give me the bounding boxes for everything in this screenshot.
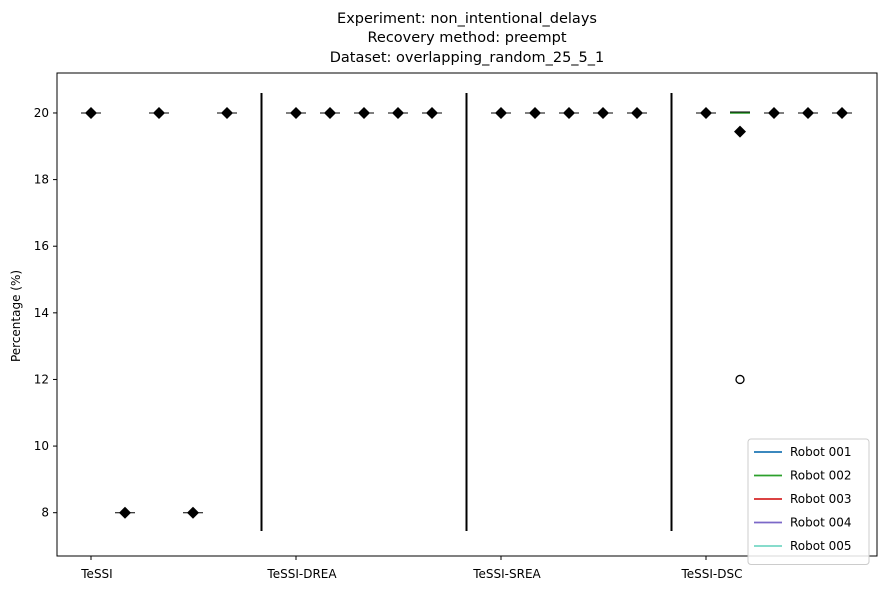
mean-marker xyxy=(290,106,302,119)
mean-marker xyxy=(495,106,507,119)
y-tick-label: 14 xyxy=(34,306,49,320)
mean-marker xyxy=(426,106,438,119)
mean-marker xyxy=(392,106,404,119)
mean-marker xyxy=(734,125,746,138)
outlier-point xyxy=(735,374,745,385)
legend-label: Robot 001 xyxy=(790,445,852,459)
mean-marker xyxy=(836,106,848,119)
mean-marker xyxy=(221,106,233,119)
x-tick-label: TeSSI-DREA xyxy=(266,567,337,581)
mean-marker xyxy=(563,106,575,119)
y-tick-label: 16 xyxy=(34,239,49,253)
x-tick-label: TeSSI-SREA xyxy=(472,567,541,581)
x-tick-label: TeSSI xyxy=(80,567,112,581)
mean-marker xyxy=(85,106,97,119)
plot-area: 8 10 12 14 16 18 20 TeSSI TeSSI-DREA TeSSI-SREA Te… xyxy=(34,72,878,581)
mean-marker xyxy=(119,506,131,519)
title-line-recovery-method: Recovery method: preempt xyxy=(367,30,566,46)
mean-marker xyxy=(700,106,712,119)
legend: Robot 001 Robot 002 Robot 003 Robot 004 Robo… xyxy=(747,438,870,565)
mean-marker xyxy=(768,106,780,119)
mean-marker xyxy=(358,106,370,119)
plot-frame xyxy=(56,72,878,557)
mean-marker xyxy=(529,106,541,119)
y-tick-label: 12 xyxy=(34,372,49,386)
legend-frame xyxy=(747,438,870,565)
mean-marker xyxy=(153,106,165,119)
mean-marker xyxy=(324,106,336,119)
legend-label: Robot 003 xyxy=(790,492,852,506)
mean-marker xyxy=(597,106,609,119)
chart-title: Experiment: non_intentional_delays Recov… xyxy=(330,11,605,66)
legend-label: Robot 005 xyxy=(790,539,852,553)
y-tick-label: 10 xyxy=(34,439,49,453)
y-axis-label: Percentage (%) xyxy=(9,270,23,362)
title-line-dataset: Dataset: overlapping_random_25_5_1 xyxy=(330,50,605,66)
legend-label: Robot 002 xyxy=(790,469,852,483)
legend-label: Robot 004 xyxy=(790,516,852,530)
title-line-experiment: Experiment: non_intentional_delays xyxy=(337,11,597,27)
y-tick-label: 8 xyxy=(41,506,49,520)
mean-marker xyxy=(631,106,643,119)
mean-marker xyxy=(187,506,199,519)
y-tick-label: 20 xyxy=(34,106,49,120)
x-tick-label: TeSSI-DSC xyxy=(680,567,742,581)
y-tick-label: 18 xyxy=(34,173,49,187)
mean-marker xyxy=(802,106,814,119)
